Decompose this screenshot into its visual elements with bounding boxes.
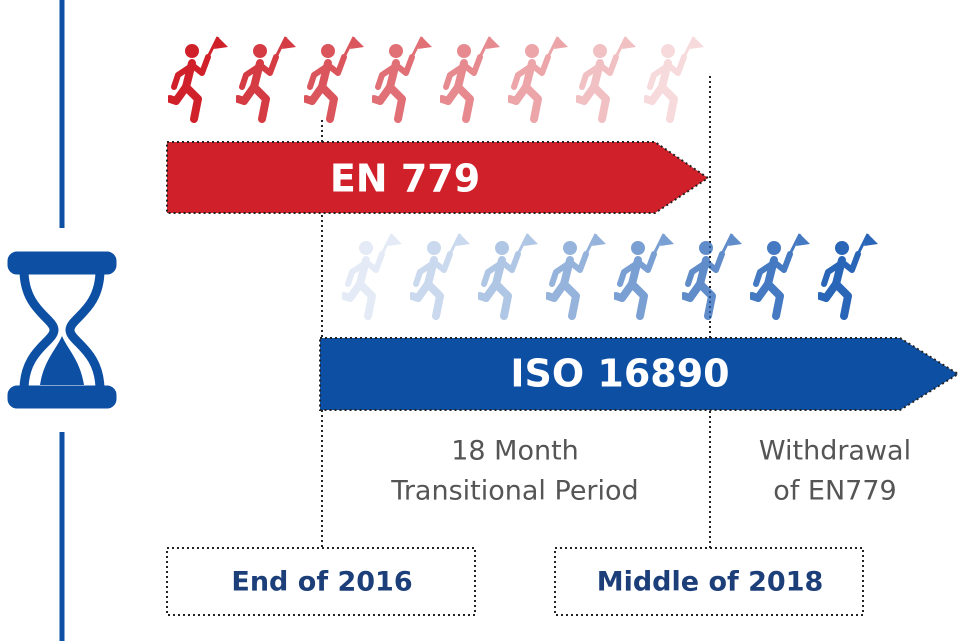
milestone-label: End of 2016 [231, 567, 412, 598]
runner-icon [646, 37, 704, 119]
runner-icon [170, 37, 228, 119]
runner-icon [616, 234, 674, 316]
runner-icon [480, 234, 538, 316]
runner-icon [684, 234, 742, 316]
arrow-label: ISO 16890 [510, 352, 729, 396]
note: of EN779 [773, 476, 896, 507]
note: 18 Month [451, 436, 579, 467]
runner-icon [238, 37, 296, 119]
runner-icon [820, 234, 878, 316]
note: Transitional Period [390, 476, 638, 507]
arrow [319, 337, 960, 411]
runner-icon [344, 234, 402, 316]
runner-icon [578, 37, 636, 119]
milestone-box [166, 547, 476, 616]
runner-icon [548, 234, 606, 316]
runners [170, 37, 704, 119]
hourglass-icon [7, 251, 117, 409]
runner-icon [442, 37, 500, 119]
milestone-label: Middle of 2018 [597, 567, 824, 598]
runner-icon [752, 234, 810, 316]
arrow [166, 141, 710, 214]
arrow-label: EN 779 [330, 157, 480, 201]
note: Withdrawal [759, 436, 911, 467]
runner-icon [374, 37, 432, 119]
runner-icon [412, 234, 470, 316]
runner-icon [510, 37, 568, 119]
runners [344, 234, 878, 316]
runner-icon [306, 37, 364, 119]
milestone-box [554, 547, 864, 616]
